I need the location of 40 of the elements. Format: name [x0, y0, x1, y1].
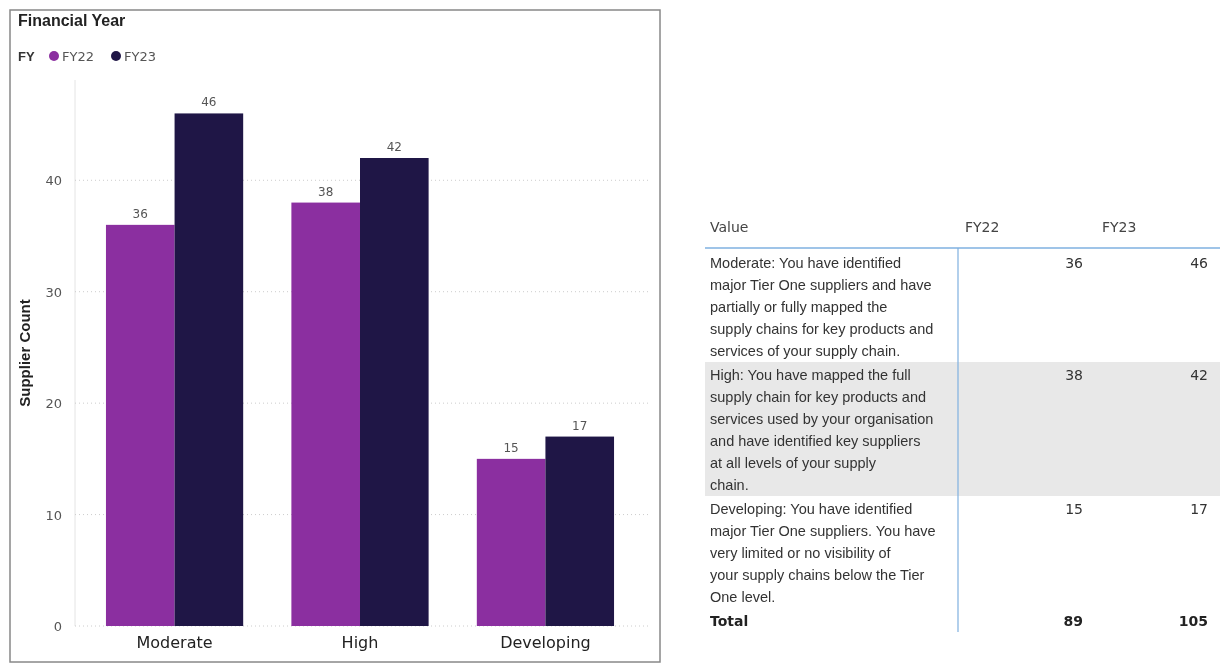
text: 105: [1178, 613, 1208, 629]
x-tick-label: High: [341, 633, 379, 652]
legend-label: FY23: [124, 49, 156, 64]
x-tick-label: Developing: [500, 633, 591, 652]
data-label: 38: [1065, 367, 1083, 383]
category-label: High: You have mapped the full supply chain for key products and services used by your organisation and have identified key suppliers at all levels of your supply chain.: [710, 367, 934, 493]
data-label: 36: [1065, 255, 1084, 271]
data-label: 15: [503, 440, 519, 455]
x-tick-label: Moderate: [136, 633, 213, 652]
text: Total: [710, 613, 749, 629]
data-label: 17: [1190, 501, 1208, 517]
data-label: 42: [386, 140, 402, 154]
y-tick-label: 40: [45, 173, 62, 189]
bar: [291, 202, 360, 626]
y-axis-title: Supplier Count: [16, 299, 33, 407]
data-label: 17: [572, 418, 588, 433]
bar: [476, 458, 546, 626]
text: Value: [710, 219, 749, 235]
y-tick-label: 30: [45, 284, 62, 300]
text: FY22: [965, 219, 1000, 235]
text: FY23: [1102, 219, 1137, 235]
category-label: Moderate: You have identified major Tier One suppliers and have partially or fully mapped the supply chains for key products and services of your supply chain.: [710, 255, 934, 359]
bar: [105, 224, 175, 626]
y-tick-label: 20: [45, 396, 62, 412]
bar: [360, 158, 429, 626]
legend-title: FY: [18, 49, 35, 64]
bar: [545, 436, 615, 626]
category-label: Developing: You have identified major Tier One suppliers. You have very limited or no visibility of your supply chains below the Tier One level.: [710, 501, 936, 605]
data-label: 15: [1065, 501, 1083, 517]
chart-title: Financial Year: [18, 12, 126, 29]
text: 89: [1063, 613, 1083, 629]
data-label: 42: [1190, 367, 1208, 383]
y-tick-label: 0: [53, 619, 62, 634]
bar: [174, 113, 244, 626]
legend-label: FY22: [62, 49, 94, 64]
data-label: 46: [201, 95, 217, 110]
data-label: 36: [132, 206, 148, 221]
data-label: 38: [318, 184, 334, 199]
y-tick-label: 10: [45, 507, 62, 523]
data-label: 46: [1190, 255, 1209, 271]
